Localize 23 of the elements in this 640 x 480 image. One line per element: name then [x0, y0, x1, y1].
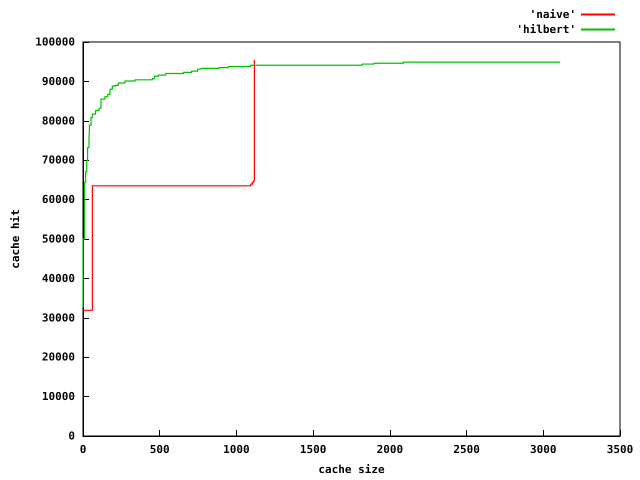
- x-tick-label: 2000: [376, 443, 404, 456]
- x-tick-label: 1500: [300, 443, 326, 456]
- y-tick-label: 100000: [35, 36, 75, 48]
- legend-label: 'hilbert': [516, 23, 576, 36]
- y-axis-title: cache hit: [9, 209, 22, 269]
- legend-label: 'naive': [530, 8, 576, 21]
- x-tick-label: 0: [80, 443, 86, 456]
- y-tick-label: 40000: [42, 272, 75, 285]
- y-tick-label: 90000: [42, 74, 75, 88]
- x-tick-label: 3000: [530, 443, 557, 456]
- x-tick-label: 2500: [453, 443, 480, 456]
- y-tick-label: 30000: [42, 311, 75, 324]
- x-tick-label: 1000: [223, 443, 250, 456]
- y-tick-label: 20000: [42, 350, 75, 364]
- y-tick-label: 10000: [42, 390, 75, 404]
- x-tick-label: 3500: [606, 443, 634, 456]
- x-tick-label: 500: [150, 443, 170, 456]
- y-tick-label: 0: [68, 430, 75, 442]
- y-tick-label: 80000: [42, 114, 75, 128]
- y-tick-label: 70000: [42, 154, 75, 167]
- x-axis-title: cache size: [318, 463, 385, 476]
- y-tick-label: 60000: [42, 193, 75, 206]
- y-tick-label: 50000: [42, 232, 75, 246]
